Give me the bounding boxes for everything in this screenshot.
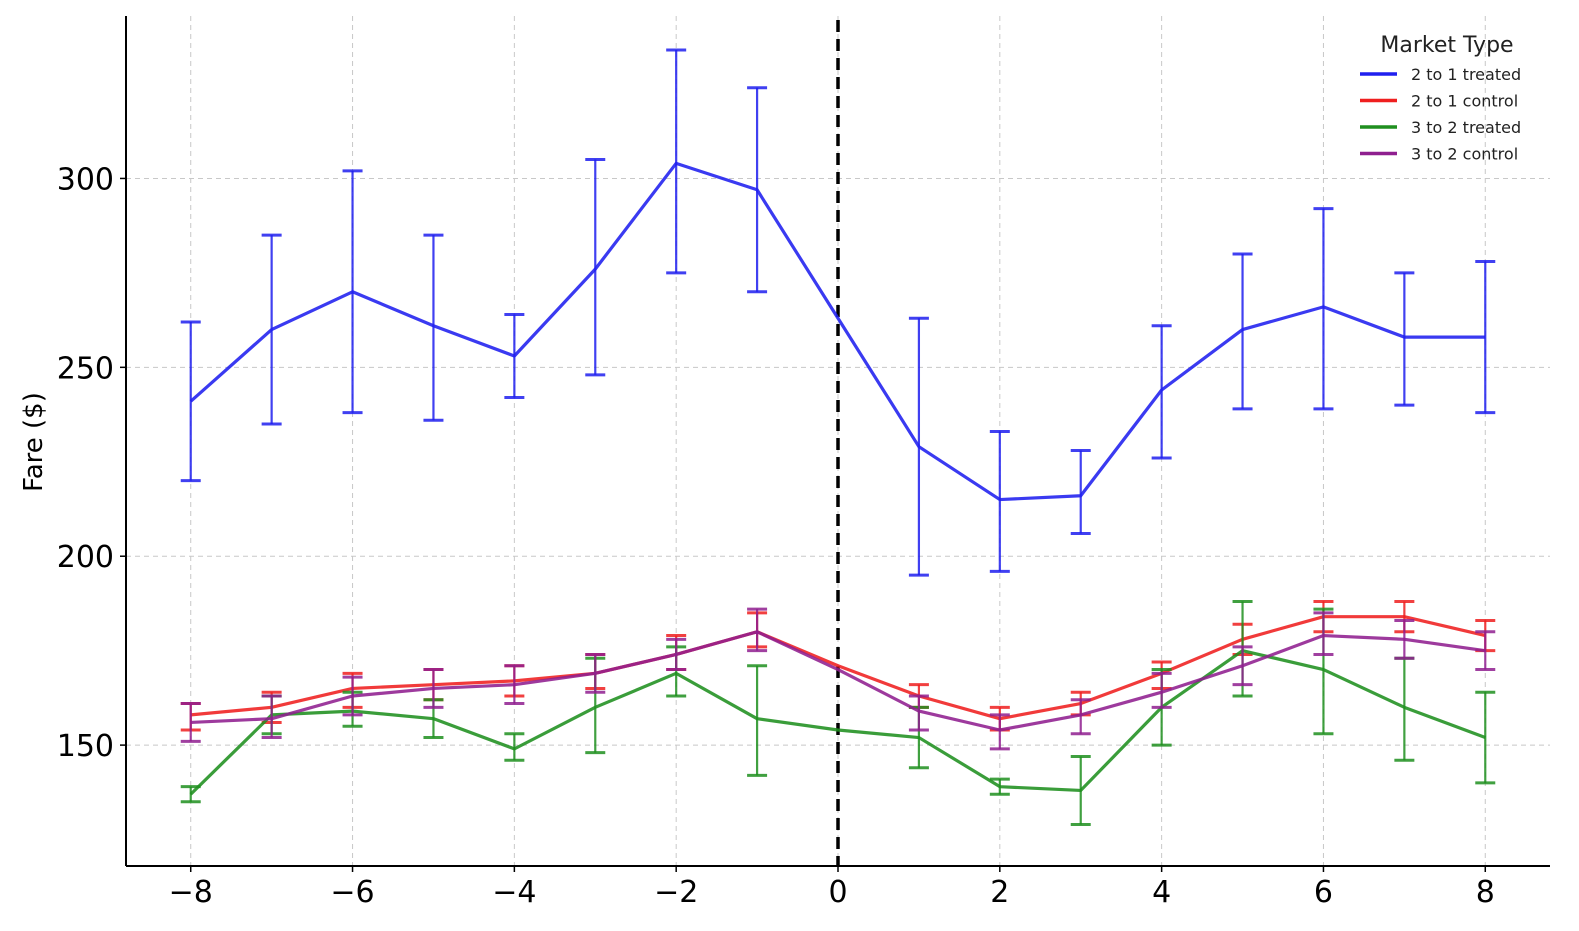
legend-item: 3 to 2 control (1360, 145, 1518, 164)
tick-labels: −8 −6 −4 −2 0 2 4 6 8 150 200 250 300 (57, 162, 1495, 910)
error-bar (1151, 671, 1172, 709)
error-bar (908, 694, 929, 732)
legend-items: 2 to 1 treated 2 to 1 control 3 to 2 treat… (1360, 65, 1521, 164)
error-bar (504, 732, 525, 762)
error-bar (747, 607, 768, 653)
y-tick-label: 250 (57, 351, 114, 386)
x-tick-label: −2 (654, 875, 698, 910)
x-tick-label: 6 (1314, 875, 1333, 910)
y-tick-label: 150 (57, 729, 114, 764)
error-bar (747, 664, 768, 777)
x-tick-label: 4 (1152, 875, 1171, 910)
error-bar (989, 713, 1010, 751)
error-bar (1070, 698, 1091, 736)
error-bar (1070, 448, 1091, 536)
series-line (190, 615, 1486, 721)
x-tick-label: 0 (828, 875, 847, 910)
legend-label: 2 to 1 control (1411, 92, 1518, 111)
x-tick-label: 8 (1476, 875, 1495, 910)
x-tick-label: −8 (169, 875, 213, 910)
series-line (189, 161, 1486, 502)
legend-title: Market Type (1380, 33, 1513, 58)
legend-item: 2 to 1 treated (1360, 65, 1521, 84)
error-bar (423, 233, 444, 422)
error-bar (1394, 271, 1415, 407)
x-tick-label: 2 (990, 875, 1009, 910)
error-bar (1313, 611, 1334, 656)
legend-item: 2 to 1 control (1360, 92, 1518, 111)
series-4 (180, 607, 1496, 751)
x-tick-label: −4 (492, 875, 536, 910)
error-bar (1313, 207, 1334, 411)
error-bar (261, 694, 282, 740)
legend-item: 3 to 2 treated (1360, 118, 1521, 137)
y-tick-label: 300 (57, 162, 114, 197)
series-1 (180, 48, 1496, 577)
legend: Market Type 2 to 1 treated 2 to 1 control… (1360, 33, 1521, 164)
legend-label: 3 to 2 treated (1411, 118, 1521, 137)
legend-label: 3 to 2 control (1411, 145, 1518, 164)
error-bar (666, 48, 687, 275)
error-bar (989, 430, 1010, 573)
y-tick-label: 200 (57, 540, 114, 575)
x-tick-label: −6 (330, 875, 374, 910)
y-axis-title: Fare ($) (19, 392, 49, 492)
series-group (180, 48, 1496, 826)
series-line (190, 630, 1486, 732)
legend-label: 2 to 1 treated (1411, 65, 1521, 84)
